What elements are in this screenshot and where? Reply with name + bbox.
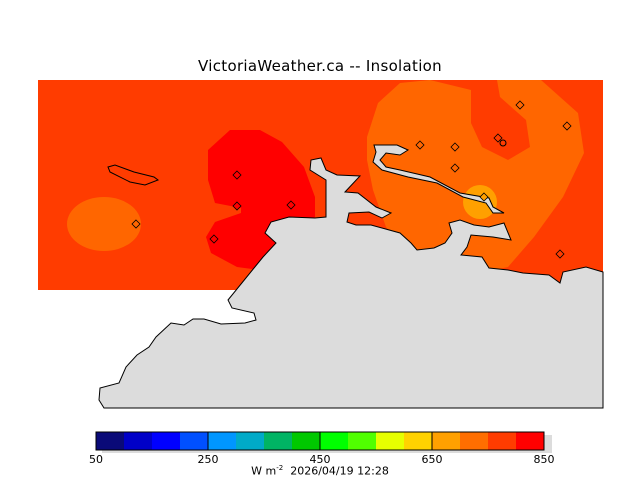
colorbar-frame [95,431,545,451]
island-outline [107,164,160,186]
colorbar-swatch [180,432,209,450]
colorbar-swatch [404,432,433,450]
colorbar-swatch [320,432,349,450]
colorbar-swatch [376,432,405,450]
colorbar-label: 250 [197,453,219,466]
colorbar-label: 450 [309,453,331,466]
low-insolation-spot [463,185,497,219]
units-exponent: -2 [276,464,284,472]
station-marker-circle [499,139,507,147]
map-field [38,80,603,290]
colorbar-swatch [292,432,321,450]
colorbar-swatch [516,432,545,450]
colorbar-label: 50 [89,453,103,466]
colorbar-swatch [264,432,293,450]
station-marker [555,249,565,259]
station-marker [131,219,141,229]
moderate-insolation-zone-west [67,197,141,251]
units-timestamp: W m-2 2026/04/19 12:28 [0,464,640,478]
colorbar-swatch [208,432,237,450]
colorbar-swatch [460,432,489,450]
inlet-water [372,144,505,214]
units-label: W m [251,464,277,478]
colorbar-label: 850 [533,453,555,466]
colorbar-swatch [152,432,181,450]
station-marker [232,201,242,211]
colorbar-swatch [348,432,377,450]
station-marker [286,200,296,210]
station-marker [209,234,219,244]
colorbar-swatch [124,432,153,450]
station-marker [415,140,425,150]
colorbar-swatch [236,432,265,450]
station-marker [562,121,572,131]
colorbar-swatch [96,432,125,450]
colorbar [95,431,552,453]
colorbar-swatch [432,432,461,450]
weather-stations [131,100,572,259]
station-marker [450,163,460,173]
station-marker [479,192,489,202]
timestamp: 2026/04/19 12:28 [290,464,389,478]
moderate-insolation-zone [367,80,584,275]
station-marker [493,133,503,143]
colorbar-label: 650 [421,453,443,466]
land-mass [98,157,604,409]
station-marker [515,100,525,110]
station-marker [450,142,460,152]
map-title: VictoriaWeather.ca -- Insolation [198,57,442,75]
station-marker [232,170,242,180]
colorbar-swatch [488,432,517,450]
